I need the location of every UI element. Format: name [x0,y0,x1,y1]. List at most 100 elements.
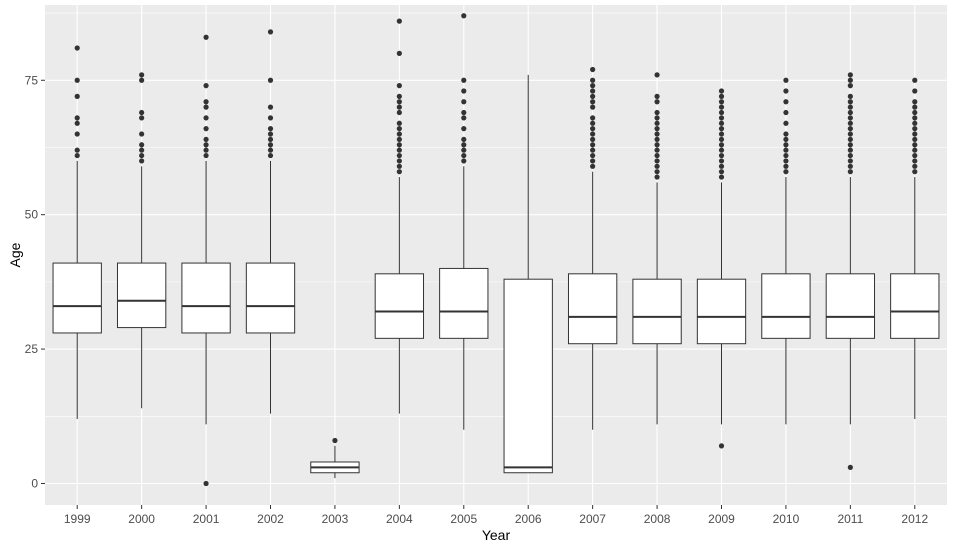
x-tick-label: 2009 [708,512,735,526]
outlier-point [654,174,660,180]
outlier-point [847,131,853,137]
outlier-point [590,77,596,83]
outlier-point [203,147,209,153]
x-tick-label: 2002 [257,512,284,526]
outlier-point [718,115,725,121]
outlier-point [912,88,918,94]
outlier-point [332,437,338,444]
outlier-point [139,72,145,78]
outlier-point [847,104,853,110]
y-axis: 0 25 50 75 [25,73,45,490]
outlier-point [74,131,80,137]
outlier-point [847,158,853,164]
outlier-point [396,93,402,99]
box-2004 [374,18,425,414]
outlier-point [396,163,402,169]
outlier-point [396,152,402,159]
outlier-point [718,88,725,94]
outlier-point [718,109,725,116]
outlier-point [590,142,596,148]
outlier-point [461,13,467,19]
box-iqr [696,278,747,345]
outlier-point [718,131,725,137]
box-iqr [181,262,231,334]
plot-panel [45,5,947,505]
outlier-point [783,131,789,137]
outlier-point [396,18,402,24]
outlier-point [203,83,209,89]
outlier-point [139,152,145,159]
outlier-point [783,142,789,148]
outlier-point [461,152,467,159]
outlier-point [74,115,80,121]
outlier-point [461,158,467,164]
outlier-point [396,147,402,153]
x-tick-label: 2007 [579,512,606,526]
outlier-point [590,104,596,110]
outlier-point [654,93,660,99]
x-tick-label: 2001 [193,512,220,526]
outlier-point [718,120,725,126]
outlier-point [912,109,918,116]
outlier-point [267,136,274,143]
outlier-point [74,120,80,126]
outlier-point [847,163,853,169]
outlier-point [590,163,596,169]
outlier-point [912,136,918,143]
outlier-point [267,115,274,121]
outlier-point [203,115,209,121]
outlier-point [267,131,274,137]
outlier-point [590,152,596,159]
box-2001 [181,34,231,487]
outlier-point [783,88,789,94]
outlier-point [718,147,725,153]
outlier-point [718,93,725,99]
outlier-point [74,45,80,51]
outlier-point [783,152,789,159]
outlier-point [461,115,467,121]
box-2000 [116,72,167,409]
outlier-point [847,126,853,132]
outlier-point [654,115,660,121]
outlier-point [783,99,789,105]
outlier-point [912,104,918,110]
outlier-point [267,104,274,110]
outlier-point [783,158,789,164]
outlier-point [718,174,725,180]
outlier-point [139,131,145,137]
outlier-point [912,147,918,153]
x-tick-label: 2010 [773,512,800,526]
outlier-point [654,163,660,169]
outlier-point [461,136,467,143]
box-2005 [439,13,489,430]
box-2009 [696,88,747,449]
outlier-point [139,109,145,116]
outlier-point [847,99,853,105]
outlier-point [654,120,660,126]
outlier-point [847,115,853,121]
outlier-point [718,142,725,148]
outlier-point [590,93,596,99]
outlier-point [203,34,209,40]
y-tick-label: 50 [25,208,39,222]
outlier-point [912,99,918,105]
outlier-point [783,120,789,126]
outlier-point [267,147,274,153]
outlier-point [203,99,209,105]
outlier-point [654,169,660,175]
outlier-point [267,152,274,159]
box-2010 [761,77,811,425]
x-tick-label: 2003 [322,512,349,526]
outlier-point [847,120,853,126]
outlier-point [396,126,402,132]
outlier-point [139,147,145,153]
outlier-point [590,99,596,105]
x-tick-label: 2006 [515,512,542,526]
outlier-point [847,109,853,116]
outlier-point [74,77,80,83]
outlier-point [461,88,467,94]
outlier-point [847,169,853,175]
outlier-point [461,147,467,153]
outlier-point [783,136,789,143]
